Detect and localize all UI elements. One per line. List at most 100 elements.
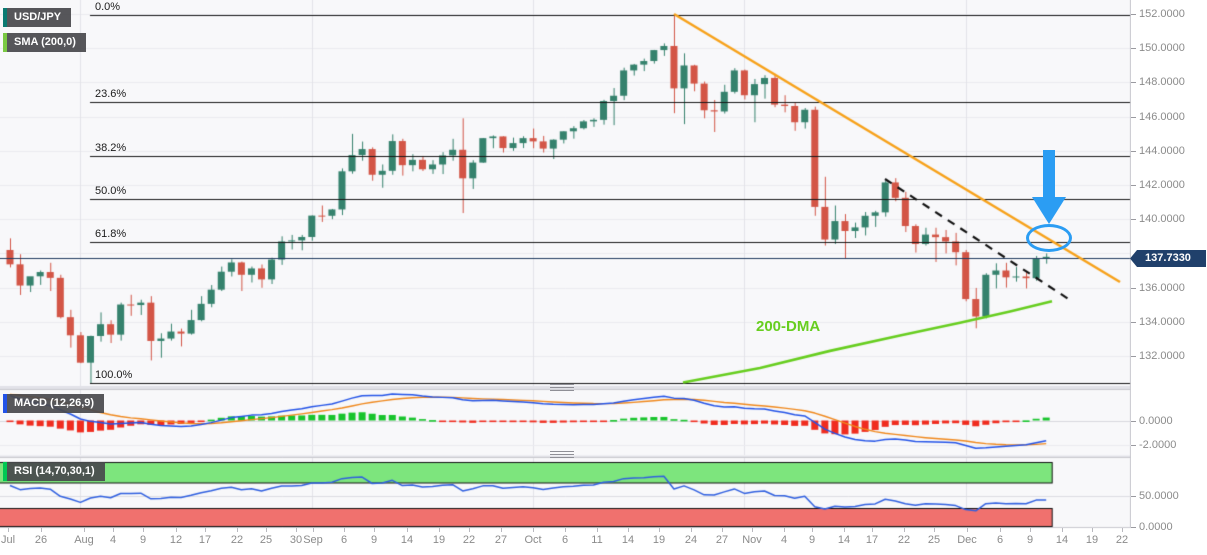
x-axis-tick — [113, 528, 114, 532]
x-axis-label: 27 — [715, 534, 729, 546]
y-axis-label: 132.0000 — [1139, 350, 1185, 362]
x-axis-label: Dec — [957, 534, 977, 546]
y-axis-label: 142.0000 — [1139, 179, 1185, 191]
x-axis-label: 26 — [34, 534, 48, 546]
y-axis-tick — [1131, 219, 1136, 220]
down-arrow-shaft — [1043, 150, 1055, 199]
x-axis-label: 4 — [780, 534, 788, 546]
rsi-badge-label: RSI (14,70,30,1) — [14, 465, 95, 477]
y-axis-label: 0.0000 — [1139, 414, 1173, 427]
macd-badge: MACD (12,26,9) — [3, 394, 105, 413]
x-axis-label: 25 — [927, 534, 941, 546]
x-axis-label: 27 — [494, 534, 508, 546]
x-axis-label: Jul — [0, 534, 16, 546]
fib-level-label: 100.0% — [95, 369, 133, 382]
x-axis-label: 19 — [1085, 534, 1099, 546]
x-axis-label: Oct — [524, 534, 542, 546]
x-axis-tick — [934, 528, 935, 532]
fib-level-label: 38.2% — [95, 141, 127, 154]
highlight-ellipse-annotation — [1026, 224, 1072, 252]
x-axis-tick — [659, 528, 660, 532]
x-axis-label: 11 — [591, 534, 603, 546]
x-axis-tick — [176, 528, 177, 532]
x-axis-tick — [8, 528, 9, 532]
x-axis-tick — [812, 528, 813, 532]
x-axis-label: 9 — [370, 534, 378, 546]
x-axis-tick — [237, 528, 238, 532]
y-axis-tick — [1131, 496, 1136, 497]
x-axis-tick — [374, 528, 375, 532]
x-axis-label: 6 — [340, 534, 348, 546]
badge-color-stripe — [3, 462, 7, 481]
x-axis-tick — [597, 528, 598, 532]
y-axis-tick — [1131, 421, 1136, 422]
chart-canvas[interactable] — [0, 0, 1131, 555]
y-axis-label: -2.0000 — [1139, 438, 1177, 451]
symbol-badge-label: USD/JPY — [14, 11, 62, 23]
y-axis-tick — [1131, 48, 1136, 49]
x-axis-tick — [844, 528, 845, 532]
y-axis-label: 140.0000 — [1139, 213, 1185, 226]
x-axis-label: 19 — [432, 534, 446, 546]
x-axis-tick — [691, 528, 692, 532]
x-axis-label: 19 — [652, 534, 666, 546]
y-axis-label: 146.0000 — [1139, 110, 1185, 123]
y-axis-tick — [1131, 322, 1136, 323]
dma-annotation-label: 200-DMA — [756, 318, 821, 335]
y-axis-tick — [1131, 445, 1136, 446]
x-axis-label: 17 — [198, 534, 212, 546]
y-axis-label: 136.0000 — [1139, 281, 1185, 294]
x-axis-tick — [1000, 528, 1001, 532]
y-axis-label: 134.0000 — [1139, 315, 1185, 328]
badge-color-stripe — [3, 394, 7, 413]
x-axis-tick — [313, 528, 314, 532]
x-axis-label: 4 — [109, 534, 117, 546]
x-axis-tick — [784, 528, 785, 532]
fib-level-label: 50.0% — [95, 185, 127, 198]
x-axis-tick — [407, 528, 408, 532]
macd-badge-label: MACD (12,26,9) — [14, 397, 95, 409]
x-axis-tick — [41, 528, 42, 532]
y-axis-label: 152.0000 — [1139, 8, 1185, 20]
x-axis-label: 24 — [684, 534, 698, 546]
sma-badge-label: SMA (200,0) — [14, 36, 76, 48]
fib-level-label: 61.8% — [95, 228, 127, 241]
x-axis-tick — [143, 528, 144, 532]
y-axis-label: 148.0000 — [1139, 76, 1185, 89]
x-axis-tick — [967, 528, 968, 532]
badge-color-stripe — [3, 33, 7, 52]
x-axis-tick — [533, 528, 534, 532]
x-axis-tick — [752, 528, 753, 532]
x-axis-label: 22 — [1115, 534, 1129, 546]
symbol-badge: USD/JPY — [3, 8, 72, 27]
x-axis-tick — [296, 528, 297, 532]
y-axis-tick — [1131, 117, 1136, 118]
panel-resize-handle[interactable] — [550, 384, 574, 391]
x-axis-label: 6 — [996, 534, 1004, 546]
fib-level-label: 23.6% — [95, 87, 127, 100]
sma-badge: SMA (200,0) — [3, 33, 86, 52]
y-axis-tick — [1131, 185, 1136, 186]
x-axis-label: 25 — [259, 534, 273, 546]
panel-resize-handle[interactable] — [550, 451, 574, 458]
x-axis-tick — [565, 528, 566, 532]
rsi-badge: RSI (14,70,30,1) — [3, 462, 105, 481]
x-axis-label: 14 — [837, 534, 851, 546]
x-axis-label: Aug — [74, 534, 94, 546]
x-axis-tick — [904, 528, 905, 532]
x-axis-label: 22 — [897, 534, 911, 546]
x-axis-tick — [1122, 528, 1123, 532]
x-axis-label: 17 — [865, 534, 879, 546]
y-axis-tick — [1131, 527, 1136, 528]
x-axis-label: 30 — [289, 534, 303, 546]
x-axis-tick — [1062, 528, 1063, 532]
y-axis-label: 150.0000 — [1139, 42, 1185, 55]
y-axis-tick — [1131, 151, 1136, 152]
x-axis-tick — [628, 528, 629, 532]
y-axis-label: 144.0000 — [1139, 144, 1185, 157]
down-arrow-head — [1032, 197, 1066, 224]
y-axis-tick — [1131, 356, 1136, 357]
x-axis-tick — [872, 528, 873, 532]
x-axis-label: 14 — [1055, 534, 1069, 546]
